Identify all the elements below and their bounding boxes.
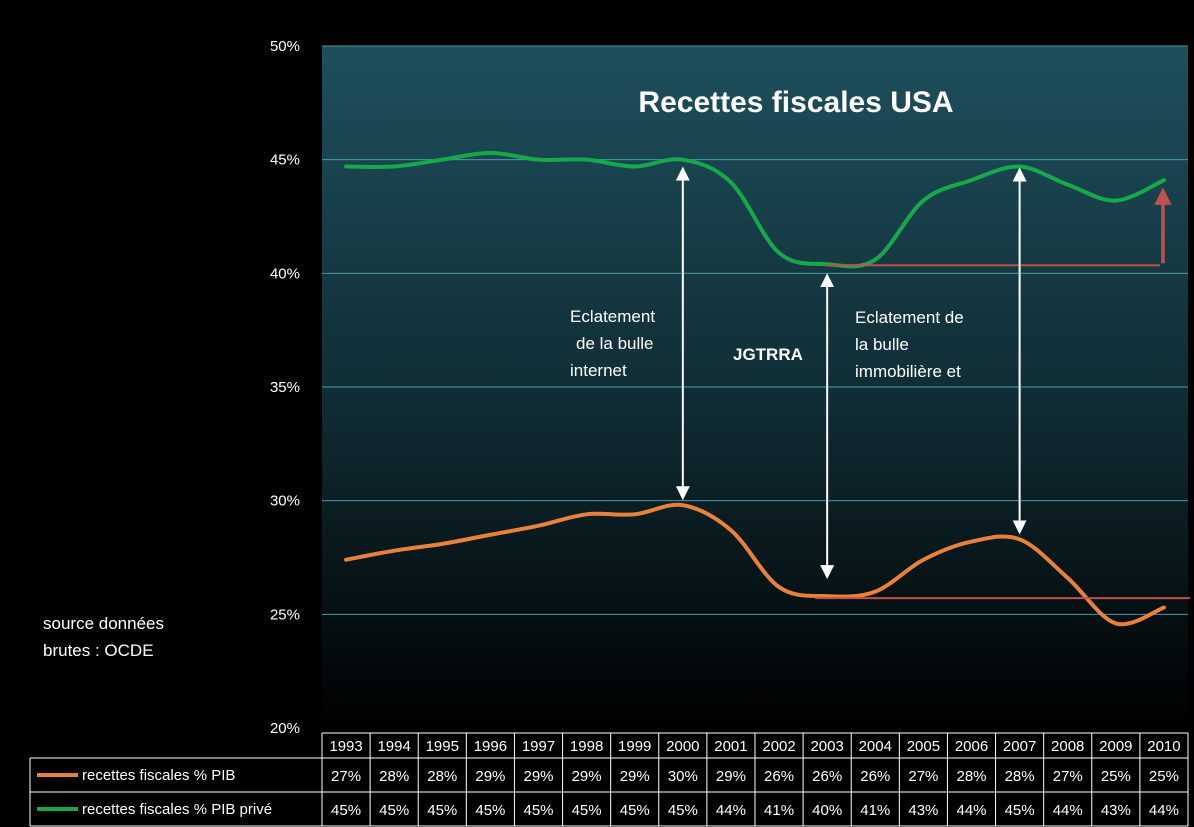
x-tick-label: 2009: [1099, 738, 1132, 755]
data-label: 29%: [716, 768, 746, 785]
data-label: 29%: [620, 768, 650, 785]
x-tick-label: 2000: [666, 738, 699, 755]
x-tick-label: 2004: [859, 738, 892, 755]
annot-internet-line1: Eclatement: [570, 307, 655, 326]
x-tick-label: 1994: [377, 738, 410, 755]
data-label: 44%: [956, 802, 986, 819]
x-tick-label: 2005: [907, 738, 940, 755]
x-tick-label: 2006: [955, 738, 988, 755]
x-tick-label: 1999: [618, 738, 651, 755]
data-label: 40%: [812, 802, 842, 819]
annotation-arrows: [675, 166, 1027, 580]
data-label: 44%: [1149, 802, 1179, 819]
y-tick-label: 20%: [270, 720, 300, 737]
data-label: 45%: [331, 802, 361, 819]
data-label: 44%: [1053, 802, 1083, 819]
data-label: 29%: [475, 768, 505, 785]
data-label: 27%: [1053, 768, 1083, 785]
x-tick-label: 2002: [762, 738, 795, 755]
legend-label: recettes fiscales % PIB privé: [82, 801, 272, 818]
data-label: 45%: [523, 802, 553, 819]
y-tick-label: 40%: [270, 265, 300, 282]
data-label: 28%: [1005, 768, 1035, 785]
gridlines: [322, 45, 1188, 615]
y-axis-ticks: 50% 45% 40% 35% 30% 25% 20%: [270, 38, 300, 737]
data-label: 27%: [331, 768, 361, 785]
source-line2: brutes : OCDE: [43, 641, 154, 660]
x-tick-label: 1998: [570, 738, 603, 755]
y-tick-label: 45%: [270, 152, 300, 169]
data-label: 28%: [956, 768, 986, 785]
annotation-housing: Eclatement de la bulle immobilière et: [855, 308, 964, 381]
data-label: 26%: [764, 768, 794, 785]
data-label: 43%: [908, 802, 938, 819]
data-label: 25%: [1149, 768, 1179, 785]
series-line-1: [344, 150, 1166, 269]
data-label: 26%: [812, 768, 842, 785]
x-tick-label: 2007: [1003, 738, 1036, 755]
x-tick-label: 1995: [426, 738, 459, 755]
annot-housing-line1: Eclatement de: [855, 308, 964, 327]
data-label: 45%: [620, 802, 650, 819]
series-lines: [344, 150, 1166, 627]
reference-lines: [815, 187, 1190, 600]
y-tick-label: 35%: [270, 379, 300, 396]
data-label: 44%: [716, 802, 746, 819]
data-label: 45%: [379, 802, 409, 819]
series-line-0: [344, 502, 1166, 627]
data-label: 41%: [860, 802, 890, 819]
data-label: 29%: [572, 768, 602, 785]
data-label: 45%: [1005, 802, 1035, 819]
data-label: 45%: [427, 802, 457, 819]
data-label: 41%: [764, 802, 794, 819]
legend-label: recettes fiscales % PIB: [82, 767, 235, 784]
x-tick-label: 2010: [1147, 738, 1180, 755]
annot-internet-line3: internet: [570, 361, 627, 380]
x-tick-label: 1996: [474, 738, 507, 755]
y-tick-label: 30%: [270, 493, 300, 510]
annotation-internet: Eclatement de la bulle internet: [570, 307, 655, 380]
annot-housing-line2: la bulle: [855, 335, 909, 354]
data-label: 29%: [523, 768, 553, 785]
annot-housing-line3: immobilière et: [855, 362, 961, 381]
y-tick-label: 25%: [270, 606, 300, 623]
annot-jgtrra: JGTRRA: [733, 345, 803, 364]
data-label: 43%: [1101, 802, 1131, 819]
data-table: 1993 1994 1995 1996 1997 1998 1999 2000 2001 2002…: [29, 732, 1189, 827]
chart-title: Recettes fiscales USA: [638, 86, 953, 119]
data-label: 45%: [475, 802, 505, 819]
annot-internet-line2: de la bulle: [576, 334, 654, 353]
data-label: 45%: [572, 802, 602, 819]
data-label: 25%: [1101, 768, 1131, 785]
source-line1: source données: [43, 614, 164, 633]
data-label: 45%: [668, 802, 698, 819]
source-note: source données brutes : OCDE: [43, 614, 164, 660]
data-label: 30%: [668, 768, 698, 785]
x-tick-label: 2008: [1051, 738, 1084, 755]
x-tick-label: 2001: [714, 738, 747, 755]
data-label: 27%: [908, 768, 938, 785]
x-tick-label: 1993: [329, 738, 362, 755]
y-tick-label: 50%: [270, 38, 300, 55]
x-tick-label: 1997: [522, 738, 555, 755]
data-label: 26%: [860, 768, 890, 785]
data-label: 28%: [427, 768, 457, 785]
x-tick-label: 2003: [810, 738, 843, 755]
data-label: 28%: [379, 768, 409, 785]
